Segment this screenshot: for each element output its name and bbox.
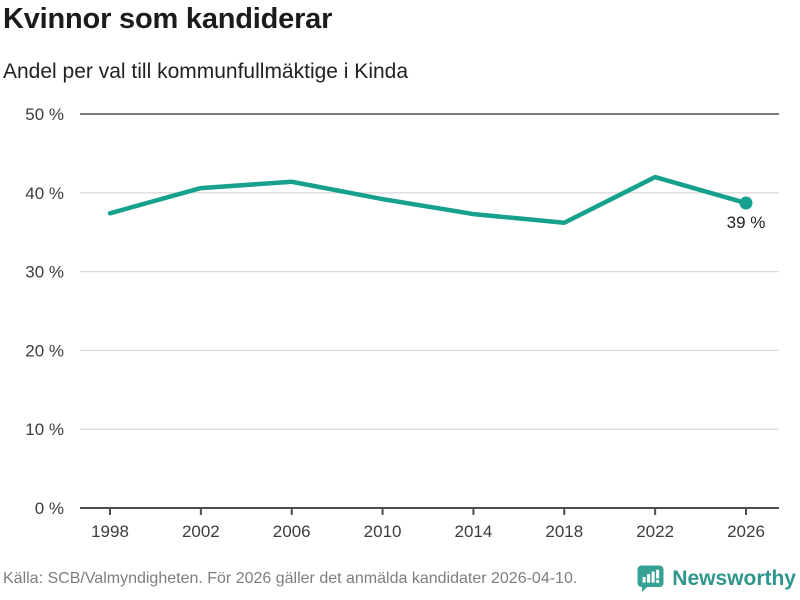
svg-text:2018: 2018 — [545, 522, 583, 541]
line-chart: 0 % 10 % 20 % 30 % 40 % 50 % 1998 2002 2006 2010 2… — [0, 95, 800, 545]
chart-subtitle: Andel per val till kommunfullmäktige i K… — [3, 60, 409, 83]
newsworthy-logo: Newsworthy — [636, 564, 796, 594]
svg-text:39 %: 39 % — [727, 213, 766, 232]
source-note: Källa: SCB/Valmyndigheten. För 2026 gäll… — [3, 570, 578, 587]
svg-text:2014: 2014 — [455, 522, 493, 541]
svg-text:50 %: 50 % — [25, 105, 64, 124]
svg-text:2022: 2022 — [636, 522, 674, 541]
svg-text:30 %: 30 % — [25, 263, 64, 282]
chart-footer: Källa: SCB/Valmyndigheten. För 2026 gäll… — [0, 562, 800, 596]
newsworthy-wordmark: Newsworthy — [672, 567, 796, 590]
svg-text:2026: 2026 — [727, 522, 765, 541]
svg-text:2006: 2006 — [273, 522, 311, 541]
svg-text:2002: 2002 — [182, 522, 220, 541]
svg-text:0 %: 0 % — [35, 499, 64, 518]
newsworthy-badge-icon — [637, 565, 664, 592]
svg-text:2010: 2010 — [364, 522, 402, 541]
svg-text:10 %: 10 % — [25, 420, 64, 439]
svg-text:20 %: 20 % — [25, 341, 64, 360]
line-chart-canvas: 0 % 10 % 20 % 30 % 40 % 50 % 1998 2002 2006 2010 2… — [25, 105, 779, 541]
svg-text:40 %: 40 % — [25, 184, 64, 203]
chart-title: Kvinnor som kandiderar — [3, 3, 333, 35]
svg-text:1998: 1998 — [91, 522, 129, 541]
